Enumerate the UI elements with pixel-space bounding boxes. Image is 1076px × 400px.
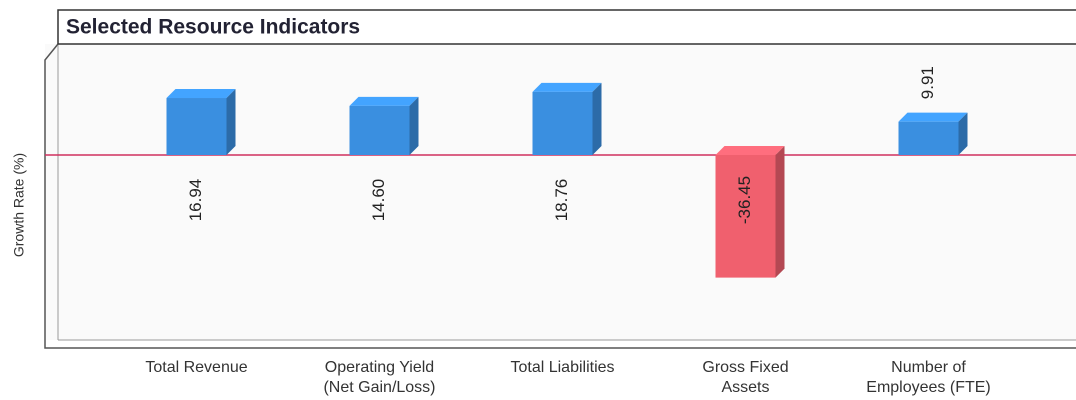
x-tick-label: (Net Gain/Loss) [323,379,435,396]
bar-top [532,82,602,92]
bar-side [775,146,785,278]
value-label: 18.76 [552,179,571,222]
x-tick-label: Assets [721,379,769,396]
bar [166,98,227,155]
bar [715,155,776,278]
x-tick-label: Gross Fixed [702,359,788,376]
bar-side [226,89,236,155]
bar-side [958,112,968,155]
value-label: 14.60 [369,179,388,222]
value-label: -36.45 [735,176,754,224]
x-tick-label: Total Revenue [145,359,247,376]
value-label: 9.91 [918,66,937,99]
x-tick-label: Employees (FTE) [866,379,990,396]
x-tick-label: Number of [891,359,966,376]
value-label: 16.94 [186,179,205,222]
x-tick-label: Operating Yield [325,359,434,376]
x-tick-label: Total Liabilities [510,359,614,376]
bar [532,91,593,155]
bar-top [715,146,785,155]
plot-frame [44,43,1076,349]
bar [898,121,959,155]
bar-side [409,96,419,155]
bar [349,105,410,155]
bar-top [898,112,968,122]
chart-title: Selected Resource Indicators [66,16,360,39]
bar-side [592,82,602,155]
bar-top [166,89,236,99]
y-axis-label: Growth Rate (%) [11,153,27,257]
title-box [57,9,1076,45]
bar-top [349,96,419,106]
